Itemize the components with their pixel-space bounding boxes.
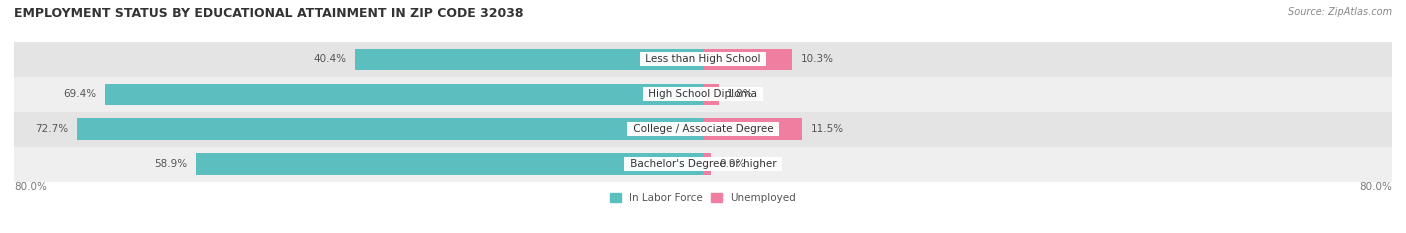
- Text: Source: ZipAtlas.com: Source: ZipAtlas.com: [1288, 7, 1392, 17]
- Text: 0.9%: 0.9%: [720, 159, 745, 169]
- Bar: [703, 154, 711, 175]
- Text: 69.4%: 69.4%: [63, 89, 97, 99]
- Text: 72.7%: 72.7%: [35, 124, 69, 134]
- Bar: [14, 77, 1392, 112]
- Bar: [195, 154, 703, 175]
- Text: 80.0%: 80.0%: [1360, 182, 1392, 192]
- Bar: [703, 49, 792, 70]
- Bar: [703, 84, 718, 105]
- Text: Bachelor's Degree or higher: Bachelor's Degree or higher: [627, 159, 779, 169]
- Bar: [77, 118, 703, 140]
- Text: 80.0%: 80.0%: [14, 182, 46, 192]
- Bar: [105, 84, 703, 105]
- Bar: [14, 147, 1392, 182]
- Text: 11.5%: 11.5%: [811, 124, 844, 134]
- Text: Less than High School: Less than High School: [643, 55, 763, 64]
- Legend: In Labor Force, Unemployed: In Labor Force, Unemployed: [606, 189, 800, 207]
- Text: 40.4%: 40.4%: [314, 55, 346, 64]
- Text: 10.3%: 10.3%: [800, 55, 834, 64]
- Text: 1.8%: 1.8%: [727, 89, 754, 99]
- Bar: [14, 42, 1392, 77]
- Bar: [356, 49, 703, 70]
- Text: 58.9%: 58.9%: [155, 159, 187, 169]
- Bar: [703, 118, 801, 140]
- Bar: [14, 112, 1392, 147]
- Text: High School Diploma: High School Diploma: [645, 89, 761, 99]
- Text: College / Associate Degree: College / Associate Degree: [630, 124, 776, 134]
- Text: EMPLOYMENT STATUS BY EDUCATIONAL ATTAINMENT IN ZIP CODE 32038: EMPLOYMENT STATUS BY EDUCATIONAL ATTAINM…: [14, 7, 523, 20]
